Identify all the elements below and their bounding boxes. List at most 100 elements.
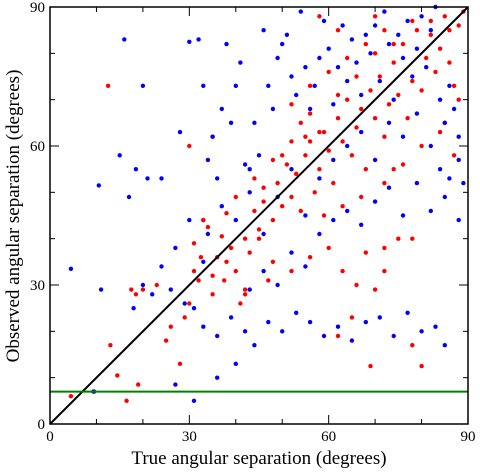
data-point	[96, 183, 102, 188]
data-point	[447, 83, 452, 89]
data-point	[382, 28, 387, 33]
data-point	[294, 92, 299, 98]
data-point	[428, 208, 433, 214]
data-point	[215, 176, 220, 181]
data-point	[187, 301, 192, 306]
data-point	[377, 78, 382, 84]
data-point	[303, 264, 308, 269]
data-point	[233, 361, 238, 366]
data-point	[368, 363, 373, 369]
data-point	[400, 41, 406, 47]
data-point	[451, 83, 457, 89]
data-point	[215, 375, 220, 380]
data-point	[247, 287, 252, 292]
data-point	[331, 102, 336, 107]
data-point	[233, 83, 238, 89]
data-point	[303, 134, 308, 139]
data-point	[321, 213, 327, 218]
data-point	[414, 28, 420, 33]
data-point	[280, 329, 285, 334]
data-point	[331, 157, 336, 163]
data-point	[359, 194, 364, 200]
data-point	[345, 208, 350, 214]
data-point	[191, 306, 197, 311]
data-point	[428, 18, 433, 24]
data-point	[307, 83, 313, 89]
data-point	[410, 236, 415, 241]
data-point	[345, 78, 350, 84]
data-point	[196, 37, 201, 42]
data-point	[461, 180, 466, 186]
x-tick-label: 0	[46, 429, 54, 445]
y-tick-label: 30	[30, 278, 45, 294]
data-point	[201, 259, 206, 264]
data-point	[451, 106, 457, 112]
data-point	[437, 46, 443, 51]
data-point	[456, 134, 461, 139]
data-point	[228, 120, 234, 126]
data-point	[294, 310, 299, 315]
data-point	[410, 74, 415, 79]
data-point	[447, 60, 452, 65]
data-point	[442, 14, 447, 19]
x-axis-title: True angular separation (degrees)	[131, 448, 386, 469]
data-point	[196, 278, 201, 283]
data-point	[372, 14, 378, 19]
data-point	[122, 37, 127, 42]
data-point	[284, 162, 290, 167]
data-point	[414, 111, 420, 116]
data-point	[386, 185, 392, 190]
data-point	[326, 46, 331, 51]
data-point	[359, 222, 364, 227]
data-point	[340, 268, 345, 274]
data-point	[414, 180, 420, 186]
data-point	[400, 213, 406, 218]
data-point	[252, 208, 257, 214]
data-point	[428, 143, 433, 149]
data-point	[442, 120, 447, 126]
data-point	[252, 176, 257, 181]
data-point	[345, 97, 350, 102]
data-point	[307, 139, 313, 144]
data-point	[252, 120, 257, 126]
data-point	[345, 55, 350, 61]
data-point	[159, 176, 164, 181]
data-point	[289, 250, 294, 255]
data-point	[317, 231, 322, 237]
data-point	[419, 143, 424, 149]
data-point	[98, 287, 104, 292]
data-point	[442, 343, 447, 348]
data-point	[280, 204, 285, 209]
data-point	[247, 250, 252, 255]
data-point	[222, 278, 227, 283]
data-point	[321, 129, 327, 135]
data-point	[451, 153, 457, 158]
data-point	[331, 180, 336, 186]
data-point	[242, 292, 248, 297]
data-point	[400, 55, 406, 61]
data-point	[228, 315, 234, 320]
data-point	[256, 153, 262, 158]
data-point	[382, 9, 387, 14]
data-point	[238, 60, 243, 65]
data-point	[242, 162, 248, 167]
data-point	[201, 83, 206, 89]
data-point	[317, 14, 322, 19]
data-point	[261, 231, 266, 237]
data-point	[326, 148, 331, 153]
data-point	[68, 394, 74, 399]
data-point	[168, 324, 173, 329]
data-point	[168, 287, 173, 292]
data-point	[252, 343, 257, 348]
data-point	[177, 129, 183, 135]
data-point	[294, 171, 299, 176]
series-0	[68, 9, 466, 403]
data-point	[140, 83, 146, 89]
data-point	[275, 55, 280, 61]
data-point	[210, 273, 215, 278]
data-point	[335, 65, 341, 70]
data-point	[307, 106, 313, 112]
data-point	[68, 266, 74, 271]
data-point	[312, 190, 317, 195]
data-point	[140, 282, 146, 288]
